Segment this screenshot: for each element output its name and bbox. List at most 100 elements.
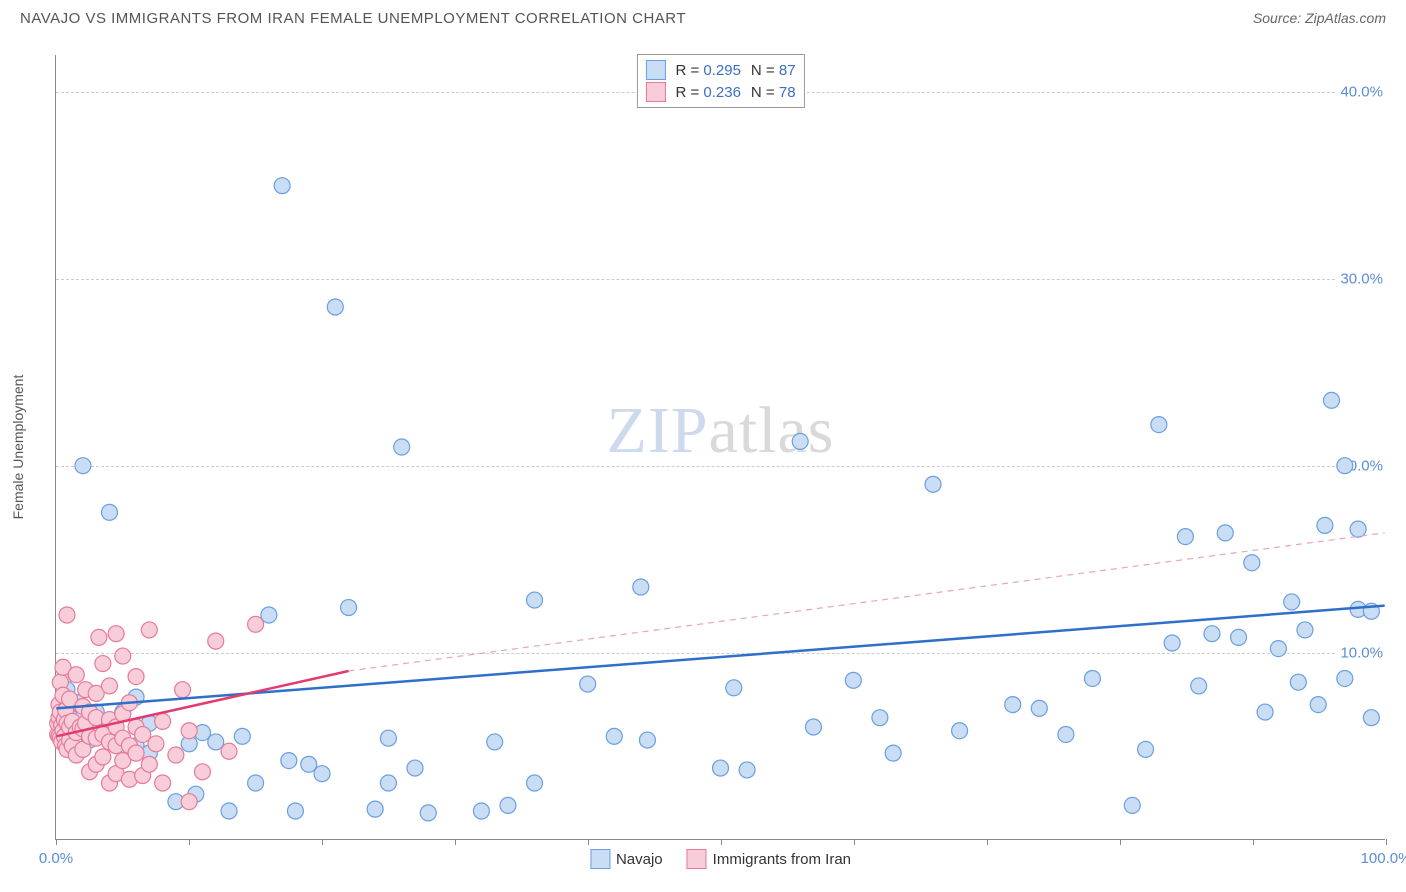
legend-swatch (645, 60, 665, 80)
x-tick (56, 839, 57, 845)
data-point (234, 728, 250, 744)
data-point (155, 713, 171, 729)
stats-legend-row: R = 0.295N = 87 (645, 59, 795, 81)
data-point (95, 656, 111, 672)
data-point (872, 710, 888, 726)
data-point (500, 797, 516, 813)
data-point (805, 719, 821, 735)
data-point (101, 504, 117, 520)
data-point (925, 476, 941, 492)
data-point (952, 723, 968, 739)
data-point (1257, 704, 1273, 720)
x-tick (455, 839, 456, 845)
stats-legend-row: R = 0.236 N = 78 (645, 81, 795, 103)
data-point (639, 732, 655, 748)
data-point (1031, 700, 1047, 716)
data-point (1124, 797, 1140, 813)
data-point (91, 629, 107, 645)
chart-title: NAVAJO VS IMMIGRANTS FROM IRAN FEMALE UN… (20, 10, 686, 27)
data-point (1231, 629, 1247, 645)
chart-plot-area: Female Unemployment 10.0%20.0%30.0%40.0%… (55, 55, 1385, 840)
data-point (606, 728, 622, 744)
x-tick (588, 839, 589, 845)
data-point (1290, 674, 1306, 690)
x-tick (1120, 839, 1121, 845)
legend-swatch (645, 82, 665, 102)
data-point (1317, 517, 1333, 533)
data-point (95, 749, 111, 765)
data-point (1270, 641, 1286, 657)
x-tick (1386, 839, 1387, 845)
data-point (181, 723, 197, 739)
stat-r-label: R = 0.295 (675, 62, 740, 79)
data-point (314, 766, 330, 782)
data-point (1324, 392, 1340, 408)
data-point (420, 805, 436, 821)
y-axis-title: Female Unemployment (10, 375, 26, 520)
data-point (59, 607, 75, 623)
data-point (713, 760, 729, 776)
data-point (181, 794, 197, 810)
legend-swatch (590, 849, 610, 869)
data-point (1138, 741, 1154, 757)
x-tick-label: 0.0% (39, 850, 73, 867)
data-point (1204, 626, 1220, 642)
data-point (274, 178, 290, 194)
data-point (1337, 670, 1353, 686)
data-point (68, 667, 84, 683)
data-point (527, 592, 543, 608)
data-point (1164, 635, 1180, 651)
data-point (327, 299, 343, 315)
x-tick (987, 839, 988, 845)
data-point (115, 648, 131, 664)
data-point (792, 433, 808, 449)
data-point (580, 676, 596, 692)
data-point (1084, 670, 1100, 686)
x-tick-label: 100.0% (1361, 850, 1406, 867)
x-tick (854, 839, 855, 845)
data-point (633, 579, 649, 595)
data-point (101, 678, 117, 694)
data-point (287, 803, 303, 819)
data-point (885, 745, 901, 761)
legend-label: Immigrants from Iran (713, 851, 851, 868)
data-point (128, 745, 144, 761)
data-point (168, 747, 184, 763)
data-point (194, 764, 210, 780)
x-tick (721, 839, 722, 845)
stats-legend: R = 0.295N = 87 R = 0.236 N = 78 (636, 54, 804, 108)
x-tick (1253, 839, 1254, 845)
data-point (1058, 726, 1074, 742)
data-point (1310, 697, 1326, 713)
stat-r-label: R = 0.236 (675, 84, 740, 101)
data-point (726, 680, 742, 696)
data-point (473, 803, 489, 819)
data-point (141, 622, 157, 638)
data-point (1337, 458, 1353, 474)
data-point (380, 775, 396, 791)
data-point (281, 753, 297, 769)
bottom-legend: Navajo Immigrants from Iran (590, 849, 851, 869)
data-point (221, 803, 237, 819)
legend-item: Navajo (590, 849, 663, 869)
data-point (75, 458, 91, 474)
data-point (208, 633, 224, 649)
data-point (487, 734, 503, 750)
data-point (141, 756, 157, 772)
data-point (1191, 678, 1207, 694)
data-point (845, 672, 861, 688)
data-point (155, 775, 171, 791)
data-point (1297, 622, 1313, 638)
stat-n-label: N = 78 (751, 84, 796, 101)
data-point (221, 743, 237, 759)
data-point (1177, 529, 1193, 545)
data-point (739, 762, 755, 778)
data-point (1284, 594, 1300, 610)
data-point (341, 600, 357, 616)
data-point (527, 775, 543, 791)
legend-swatch (687, 849, 707, 869)
data-point (1363, 710, 1379, 726)
legend-label: Navajo (616, 851, 663, 868)
data-point (1151, 417, 1167, 433)
data-point (248, 616, 264, 632)
